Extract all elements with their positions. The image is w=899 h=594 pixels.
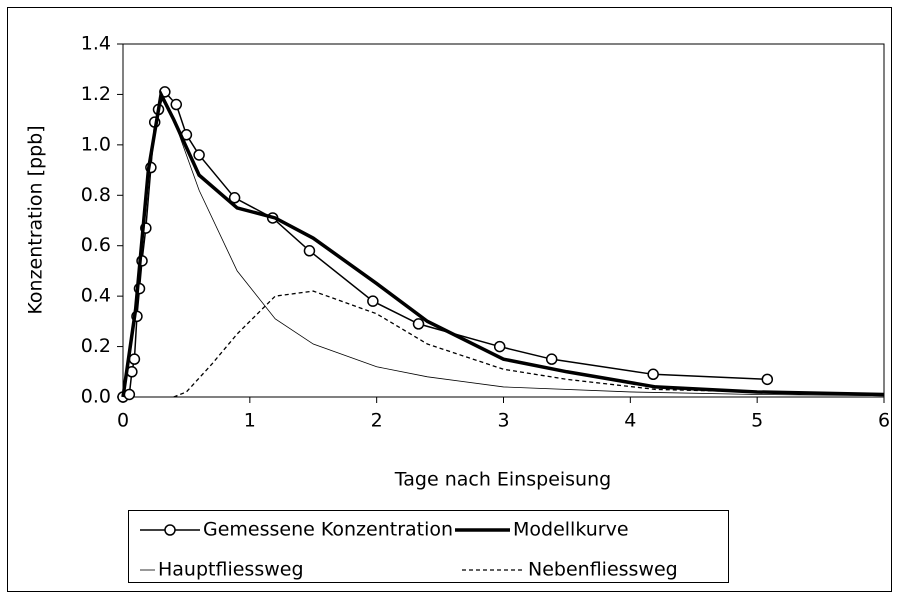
data-point [228, 192, 241, 204]
y-tick-label: 1.2 [81, 83, 111, 105]
data-point [128, 353, 141, 365]
y-tick-label: 0.0 [81, 386, 111, 408]
series-line [173, 290, 885, 398]
data-point [193, 149, 205, 161]
y-axis-label: Konzentration [ppb] [25, 125, 47, 314]
series-line [122, 93, 885, 398]
x-tick-label: 2 [371, 410, 383, 432]
legend-label: Hauptfliessweg [158, 559, 304, 581]
x-tick-label: 4 [624, 410, 636, 432]
x-axis-label: Tage nach Einspeisung [394, 469, 611, 491]
x-tick-label: 3 [497, 410, 509, 432]
x-tick-label: 6 [878, 410, 890, 432]
legend-marker [164, 524, 176, 536]
data-point [761, 373, 774, 386]
y-tick-label: 0.8 [81, 184, 111, 206]
series-line [122, 90, 768, 398]
data-point [412, 318, 425, 330]
x-tick-label: 1 [244, 410, 256, 432]
y-tick-label: 0.6 [81, 234, 111, 256]
legend-label: Nebenfliessweg [528, 559, 678, 581]
x-tick-label: 0 [117, 410, 129, 432]
data-point [170, 98, 183, 111]
data-point [493, 340, 506, 353]
data-point [545, 353, 558, 365]
y-tick-label: 1.4 [81, 33, 111, 55]
y-tick-label: 1.0 [81, 133, 111, 155]
series-line [121, 88, 885, 398]
data-point [303, 245, 316, 257]
data-point [367, 295, 379, 307]
chart-frame [7, 7, 892, 592]
data-point [123, 388, 136, 401]
x-tick-label: 5 [751, 410, 763, 432]
legend-label: Gemessene Konzentration [203, 519, 453, 541]
y-tick-label: 0.2 [81, 335, 111, 357]
y-tick-label: 0.4 [81, 285, 111, 307]
data-point [647, 368, 659, 381]
legend-box [128, 510, 729, 583]
legend-label: Modellkurve [513, 519, 629, 541]
